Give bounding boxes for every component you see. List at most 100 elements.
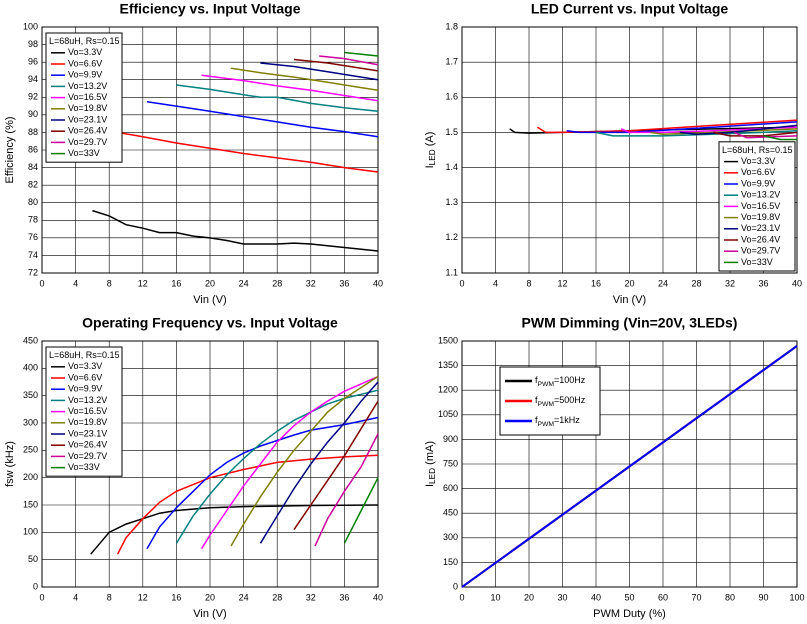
series-line: [175, 389, 379, 544]
legend-label: fPWM=100Hz: [535, 375, 586, 387]
y-tick-label: 1.8: [445, 21, 458, 31]
legend-label: Vo=13.2V: [741, 190, 780, 200]
y-axis-label: ILED (mA): [424, 441, 437, 487]
x-tick-label: 28: [272, 592, 282, 602]
legend-label: Vo=16.5V: [68, 92, 107, 102]
series-line: [713, 131, 798, 137]
legend-label: Vo=23.1V: [741, 223, 780, 233]
y-tick-label: 450: [23, 335, 38, 345]
x-axis-label: PWM Duty (%): [593, 608, 666, 620]
series-line: [260, 62, 379, 81]
series-line: [200, 375, 379, 550]
x-tick-label: 4: [73, 278, 78, 288]
plot-frame: [41, 340, 379, 588]
x-tick-label: 20: [205, 278, 215, 288]
x-tick-label: 24: [239, 592, 249, 602]
x-tick-label: 10: [490, 592, 500, 602]
x-axis-label: Vin (V): [193, 608, 226, 620]
legend-label: Vo=6.6V: [68, 58, 102, 68]
legend-label: Vo=33V: [68, 148, 100, 158]
legend-label-part: =500Hz: [554, 395, 586, 405]
series-line: [343, 477, 379, 544]
y-tick-label: 1.3: [445, 197, 458, 207]
legend-label: Vo=26.4V: [741, 234, 780, 244]
legend-label: fPWM=1kHz: [535, 415, 580, 427]
y-tick-label: 74: [28, 250, 38, 260]
series-line: [763, 135, 797, 141]
series-line: [259, 381, 379, 544]
y-tick-label: 300: [443, 532, 458, 542]
chart-title: PWM Dimming (Vin=20V, 3LEDs): [522, 315, 738, 331]
legend-label: Vo=3.3V: [68, 361, 102, 371]
series-line: [319, 55, 379, 66]
y-tick-label: 350: [23, 390, 38, 400]
x-axis-label: Vin (V): [613, 294, 646, 306]
series-line: [461, 345, 798, 588]
y-axis-label-part: (A): [424, 132, 436, 150]
x-tick-label: 50: [624, 592, 634, 602]
legend-label: Vo=3.3V: [741, 156, 775, 166]
x-tick-label: 30: [557, 592, 567, 602]
x-tick-label: 32: [725, 278, 735, 288]
y-tick-label: 300: [23, 417, 38, 427]
y-tick-label: 88: [28, 127, 38, 137]
legend-title: L=68uH, Rs=0.15: [49, 350, 120, 360]
y-axis-label-part: I: [424, 484, 436, 487]
legend-label: Vo=29.7V: [68, 451, 107, 461]
legend-label: Vo=23.1V: [68, 428, 107, 438]
series-line: [116, 454, 379, 555]
x-tick-label: 4: [493, 278, 498, 288]
legend-label: Vo=6.6V: [741, 167, 775, 177]
legend-label: Vo=29.7V: [68, 137, 107, 147]
series-line: [90, 504, 379, 555]
y-tick-label: 72: [28, 267, 38, 277]
x-tick-label: 24: [239, 278, 249, 288]
x-tick-label: 32: [306, 278, 316, 288]
y-tick-label: 94: [28, 74, 38, 84]
series-line: [679, 124, 798, 135]
series-line: [595, 129, 798, 137]
plot-frame: [461, 340, 798, 588]
x-tick-label: 0: [39, 278, 44, 288]
series-line: [117, 131, 379, 173]
legend-label: Vo=9.9V: [68, 384, 102, 394]
chart-title: Efficiency vs. Input Voltage: [119, 1, 300, 17]
series-line: [314, 433, 379, 547]
y-tick-label: 50: [28, 554, 38, 564]
y-tick-label: 1200: [438, 385, 458, 395]
x-tick-label: 70: [691, 592, 701, 602]
x-tick-label: 0: [39, 592, 44, 602]
series-line: [733, 131, 798, 139]
x-tick-label: 90: [758, 592, 768, 602]
legend-label: Vo=33V: [68, 462, 100, 472]
x-tick-label: 20: [524, 592, 534, 602]
legend-label: Vo=6.6V: [68, 372, 102, 382]
y-tick-label: 86: [28, 144, 38, 154]
legend-label: Vo=9.9V: [741, 178, 775, 188]
legend-label: Vo=23.1V: [68, 114, 107, 124]
series-line: [92, 209, 379, 252]
x-tick-label: 8: [107, 278, 112, 288]
y-tick-label: 1.6: [445, 92, 458, 102]
y-tick-label: 78: [28, 215, 38, 225]
x-tick-label: 20: [624, 278, 634, 288]
y-axis-label-part: LED: [428, 468, 437, 484]
legend-label-part: =100Hz: [554, 375, 586, 385]
y-axis-label: ILED (A): [424, 132, 437, 169]
legend-label: Vo=13.2V: [68, 395, 107, 405]
x-tick-label: 8: [526, 278, 531, 288]
y-tick-label: 750: [443, 458, 458, 468]
y-tick-label: 100: [23, 527, 38, 537]
y-tick-label: 98: [28, 39, 38, 49]
legend-label-part: f: [535, 415, 538, 425]
series-line: [293, 400, 379, 531]
y-tick-label: 0: [453, 581, 458, 591]
y-tick-label: 84: [28, 162, 38, 172]
legend-label: Vo=19.8V: [68, 103, 107, 113]
legend-label-part: f: [535, 375, 538, 385]
y-tick-label: 900: [443, 434, 458, 444]
x-tick-label: 40: [792, 278, 802, 288]
x-tick-label: 4: [73, 592, 78, 602]
legend-label: Vo=16.5V: [68, 406, 107, 416]
series-line: [146, 416, 379, 550]
